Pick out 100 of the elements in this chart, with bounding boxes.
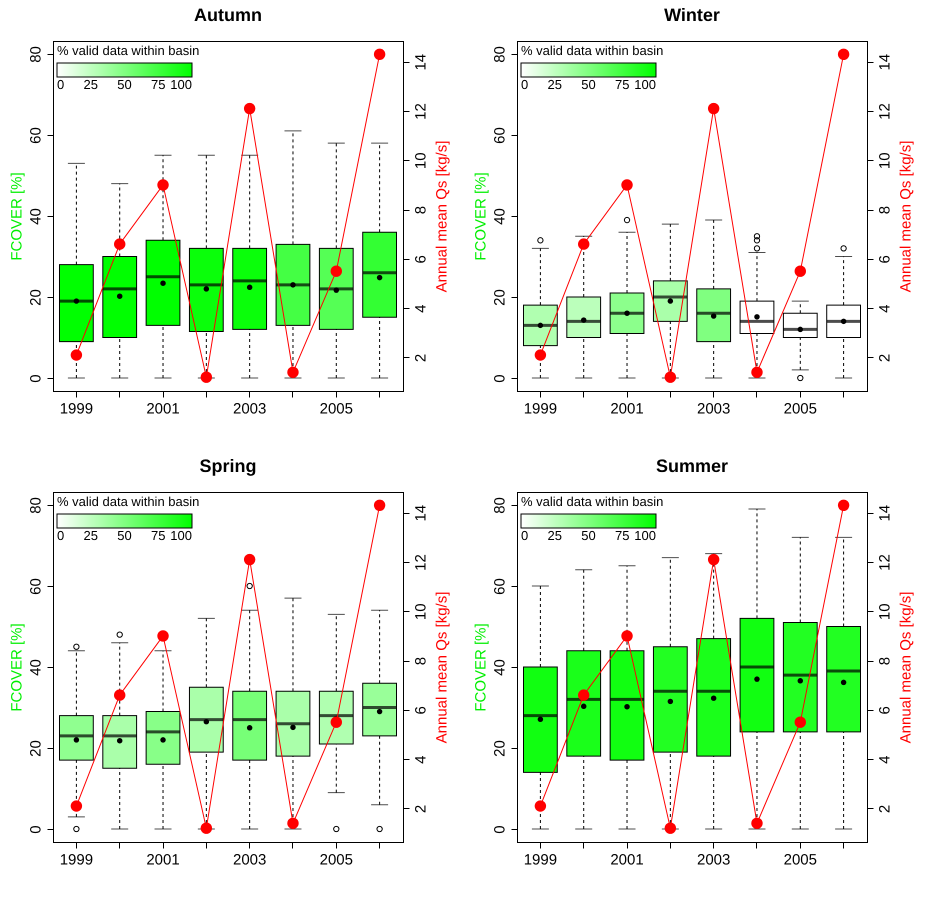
y-tick-label: 60 [28,578,44,595]
y2-axis-title: Annual mean Qs [kg/s] [434,592,450,744]
y-tick-label: 20 [492,740,508,757]
point [287,818,299,829]
color-bar-title: % valid data within basin [521,494,664,509]
y2-tick-label: 6 [876,706,894,715]
y2-tick-label: 2 [876,804,894,814]
color-bar-label: 50 [581,528,596,543]
point [287,366,299,378]
y-axis-title: FCOVER [%] [472,623,490,712]
point [578,689,590,701]
x-tick-label: 2005 [784,400,817,418]
point [708,102,720,114]
y2-tick-label: 10 [412,603,430,620]
y2-tick-label: 12 [412,554,430,571]
y2-tick-label: 10 [412,152,430,170]
color-bar-label: 100 [170,528,192,543]
point [708,554,720,566]
point [794,266,806,277]
point [621,630,633,642]
color-bar-label: 75 [151,77,166,92]
x-tick-label: 1999 [524,400,558,418]
point [794,716,806,728]
x-tick-label: 2003 [232,852,266,868]
y2-tick-label: 14 [412,504,430,522]
point [70,349,82,361]
color-bar-label: 25 [84,528,98,543]
point [374,48,386,60]
point [200,372,212,383]
y2-tick-label: 10 [876,603,894,620]
color-bar-label: 0 [57,77,64,92]
color-bar-label: 75 [615,528,630,543]
color-bar-label: 0 [521,528,528,543]
x-tick-label: 1999 [60,400,94,418]
y-tick-label: 20 [492,289,508,306]
y-tick-label: 60 [492,578,508,595]
y-tick-label: 0 [28,825,44,834]
point [244,554,256,566]
y-tick-label: 40 [28,208,44,225]
y-tick-label: 40 [492,208,508,225]
y-tick-label: 60 [492,127,508,144]
y2-axis-title: Annual mean Qs [kg/s] [898,592,914,744]
y2-axis-title: Annual mean Qs [kg/s] [434,140,450,292]
y2-tick-label: 6 [412,706,430,715]
x-tick-label: 2005 [784,852,817,868]
color-bar-label: 100 [634,528,656,543]
color-bar-label: 100 [634,77,656,92]
y2-tick-label: 14 [876,504,894,522]
point [157,630,169,642]
point [70,800,82,812]
color-bar-label: 50 [117,528,132,543]
chart-title: Autumn [194,5,262,25]
point [157,179,169,191]
y-tick-label: 40 [28,659,44,676]
color-bar-label: 0 [57,528,64,543]
point [838,500,850,511]
y2-tick-label: 4 [412,304,430,313]
color-bar-label: 0 [521,77,528,92]
y2-tick-label: 8 [412,656,430,666]
y-tick-label: 80 [492,46,508,63]
y-tick-label: 40 [492,659,508,676]
x-tick-label: 2001 [610,852,644,868]
y2-tick-label: 14 [876,54,894,71]
x-tick-label: 2001 [146,852,180,868]
color-bar-label: 100 [170,77,192,92]
y2-tick-label: 12 [412,103,430,120]
point [664,822,676,834]
y2-tick-label: 8 [412,206,430,214]
y-tick-label: 20 [28,740,44,757]
chart-title: Summer [656,456,728,476]
y2-tick-label: 14 [412,54,430,71]
point [751,818,763,829]
y2-tick-label: 12 [876,103,894,120]
y-tick-label: 60 [28,127,44,144]
y2-tick-label: 8 [876,656,894,666]
point [664,372,676,383]
color-bar-label: 75 [151,528,166,543]
y-axis-title: FCOVER [%] [472,172,490,261]
color-bar-title: % valid data within basin [57,43,200,58]
y-tick-label: 20 [28,289,44,306]
x-tick-label: 1999 [524,852,558,868]
chart-title: Winter [664,5,720,25]
x-tick-label: 2003 [232,400,266,418]
color-bar-label: 75 [615,77,630,92]
x-tick-label: 2005 [320,400,353,418]
y2-tick-label: 2 [876,354,894,362]
y-axis-title: FCOVER [%] [8,172,26,261]
point [621,179,633,191]
x-tick-label: 2003 [696,400,730,418]
x-tick-label: 1999 [60,852,94,868]
point [244,102,256,114]
x-tick-label: 2005 [320,852,353,868]
point [534,349,546,361]
y-tick-label: 80 [492,497,508,514]
point [374,500,386,511]
y2-tick-label: 12 [876,554,894,571]
y2-tick-label: 6 [876,255,894,264]
y-tick-label: 80 [28,497,44,514]
y2-tick-label: 2 [412,354,430,362]
point [200,822,212,834]
